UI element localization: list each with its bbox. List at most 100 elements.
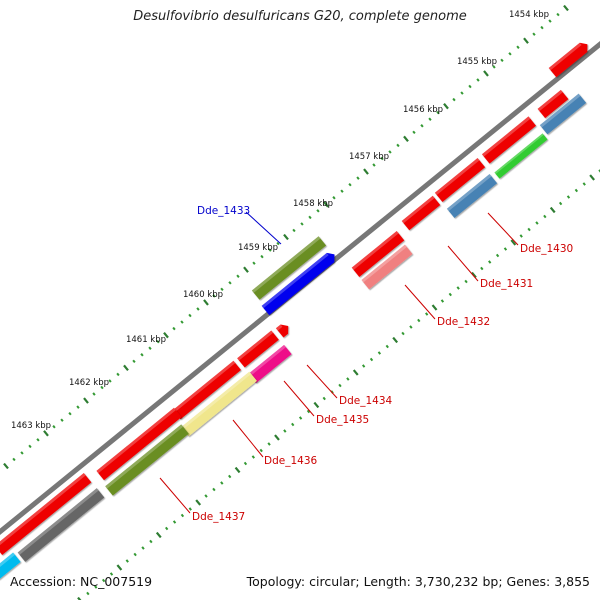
scale-label: 1461 kbp <box>126 335 166 345</box>
gene-label[interactable]: Dde_1432 <box>437 316 490 328</box>
outer-tick-mark <box>83 397 89 404</box>
outer-tick-mark <box>356 176 360 180</box>
gene-label[interactable]: Dde_1437 <box>192 511 245 523</box>
outer-tick-mark <box>308 215 312 220</box>
outer-tick-mark <box>452 97 456 102</box>
inner-tick-mark <box>456 286 460 290</box>
inner-tick-mark <box>220 481 224 485</box>
outer-tick-mark <box>428 117 432 121</box>
outer-tick-mark <box>468 84 472 89</box>
outer-tick-mark <box>396 143 400 148</box>
outer-tick-mark <box>140 353 144 357</box>
gene-label[interactable]: Dde_1435 <box>316 414 369 426</box>
outer-tick-mark <box>28 444 32 449</box>
gene-label[interactable]: Dde_1433 <box>197 205 250 217</box>
cds-khaki-highlight <box>181 371 252 430</box>
gene-label[interactable]: Dde_1434 <box>339 395 393 407</box>
outer-tick-mark <box>340 189 344 193</box>
outer-tick-mark <box>180 320 184 324</box>
inner-tick-mark <box>172 520 177 524</box>
inner-tick-mark <box>589 174 595 181</box>
inner-tick-mark <box>101 578 106 583</box>
outer-tick-mark <box>548 19 552 23</box>
cds-forward <box>96 407 182 481</box>
cds-forward-highlight <box>351 231 399 270</box>
outer-tick-mark <box>380 156 384 161</box>
outer-tick-mark <box>92 392 96 396</box>
outer-tick-mark <box>100 385 104 390</box>
inner-tick-mark <box>155 531 162 539</box>
cds-khaki <box>181 371 257 437</box>
callout-line <box>487 212 519 246</box>
inner-tick-mark <box>352 369 359 376</box>
outer-tick-mark <box>523 37 529 44</box>
inner-tick-mark <box>204 494 208 498</box>
inner-tick-track <box>77 169 600 600</box>
outer-tick-mark <box>132 359 136 364</box>
outer-tick-mark <box>556 12 560 17</box>
cds-pink-highlight <box>361 244 407 283</box>
inner-tick-mark <box>346 377 350 381</box>
inner-tick-mark <box>549 206 556 214</box>
feature-layer <box>0 42 588 579</box>
inner-tick-mark <box>558 201 563 206</box>
cds-steelblue <box>446 173 498 219</box>
inner-tick-mark <box>109 572 114 576</box>
outer-tick-mark <box>316 209 320 213</box>
gene-label[interactable]: Dde_1430 <box>520 243 573 255</box>
inner-tick-mark <box>267 442 271 446</box>
outer-tick-mark <box>43 430 49 437</box>
inner-tick-mark <box>306 409 311 414</box>
cds-forward <box>351 231 405 277</box>
cds-forward <box>0 473 92 555</box>
cds-forward-highlight <box>96 407 176 474</box>
outer-tick-mark <box>363 168 369 175</box>
cds-olive <box>251 236 327 300</box>
inner-tick-mark <box>503 247 508 251</box>
outer-tick-mark <box>348 182 352 187</box>
cds-pink <box>361 244 413 290</box>
cds-gray <box>17 488 105 562</box>
outer-tick-mark <box>76 405 80 409</box>
outer-tick-mark <box>148 346 152 350</box>
scale-label: 1457 kbp <box>349 152 389 162</box>
inner-tick-mark <box>133 552 137 557</box>
inner-tick-mark <box>243 461 248 466</box>
cds-forward-highlight <box>237 330 274 361</box>
cds-steelblue-highlight <box>539 93 581 128</box>
cds-green <box>494 133 548 179</box>
scale-label: 1463 kbp <box>11 421 51 431</box>
inner-tick-mark <box>377 351 382 355</box>
cds-olive-highlight <box>251 236 321 293</box>
outer-tick-mark <box>460 91 464 95</box>
inner-tick-mark <box>165 526 169 531</box>
inner-tick-mark <box>141 546 145 550</box>
inner-tick-mark <box>77 596 82 600</box>
gene-label[interactable]: Dde_1431 <box>480 278 533 290</box>
callout-line <box>159 477 191 514</box>
scale-labels: 1454 kbp 1455 kbp 1456 kbp 1457 kbp 1458 kbp… <box>11 10 549 431</box>
outer-tick-mark <box>332 196 336 200</box>
cds-forward <box>537 89 569 119</box>
outer-tick-mark <box>228 281 232 285</box>
outer-tick-mark <box>243 266 249 273</box>
inner-tick-mark <box>94 585 98 589</box>
callout-line <box>245 211 282 245</box>
gene-label[interactable]: Dde_1436 <box>264 455 318 467</box>
accession-label: Accession: NC_007519 <box>10 574 153 589</box>
outer-tick-mark <box>116 372 120 377</box>
outer-tick-mark <box>276 241 280 246</box>
inner-tick-mark <box>464 279 468 284</box>
outer-tick-mark <box>68 411 72 416</box>
outer-tick-mark <box>540 25 544 30</box>
callout-line <box>404 284 436 320</box>
outer-tick-mark <box>20 451 24 455</box>
genome-summary: Topology: circular; Length: 3,730,232 bp… <box>246 574 590 589</box>
scale-label: 1458 kbp <box>293 199 333 209</box>
label-callouts: Dde_1433 Dde_1430 Dde_1431 Dde_1432 Dde_1434… <box>159 205 573 523</box>
inner-tick-mark <box>361 364 366 368</box>
cds-magenta <box>248 344 292 384</box>
outer-tick-mark <box>52 425 56 429</box>
outer-tick-mark <box>268 248 272 252</box>
inner-tick-mark <box>431 304 438 311</box>
